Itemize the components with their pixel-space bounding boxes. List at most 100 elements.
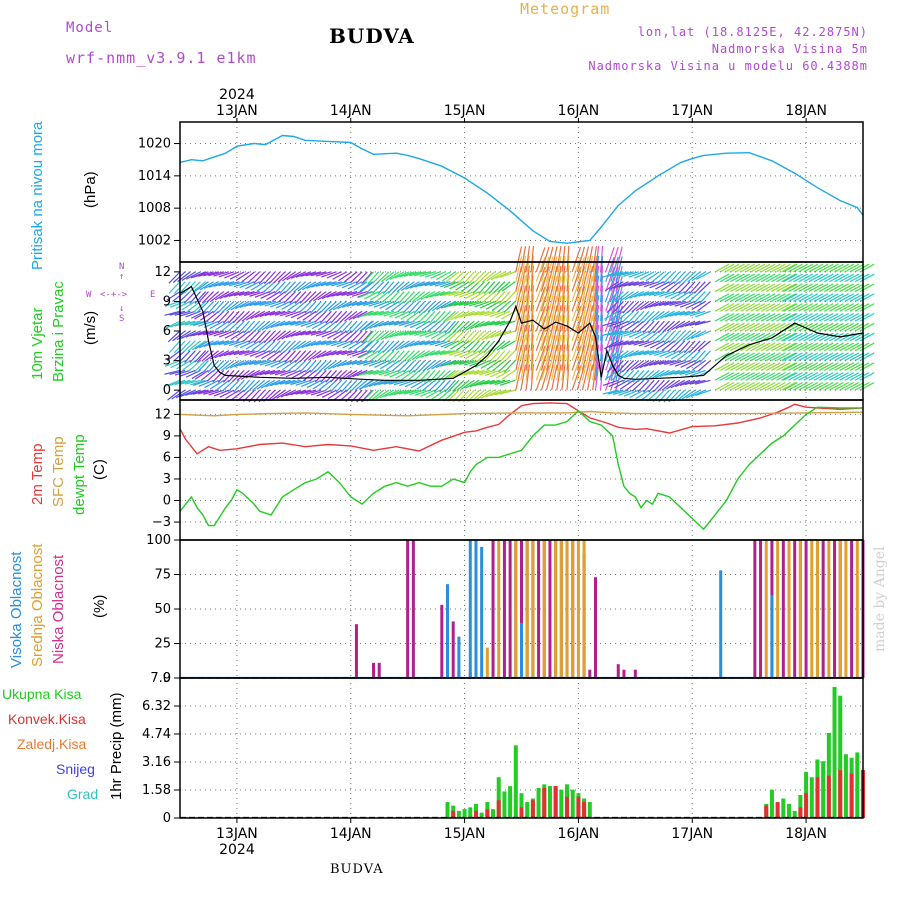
wind-vector <box>750 263 766 273</box>
wind-vector <box>444 340 460 349</box>
total_precip-bar <box>468 807 473 818</box>
wind-vector <box>448 290 465 297</box>
sfc-axis-label: SFC Temp <box>50 436 67 507</box>
wind-vector <box>495 310 511 319</box>
wind-vector <box>194 340 209 350</box>
wind-vector <box>849 303 865 312</box>
wind-vector <box>239 281 255 289</box>
cloud-ytick-label: 0 <box>163 671 171 686</box>
wind-vector <box>368 310 384 316</box>
wind-vector <box>724 312 740 322</box>
wind-vector <box>280 389 296 398</box>
wind-vector <box>714 352 730 362</box>
wind-vector <box>714 342 730 352</box>
wind-vector <box>290 379 306 386</box>
wind-vector <box>452 320 465 334</box>
wind-vector <box>612 271 629 277</box>
wind-vector <box>465 350 480 360</box>
wind-vector <box>484 379 501 385</box>
wind-vector <box>750 293 766 302</box>
wind-vector <box>576 286 586 312</box>
wind-vector <box>434 340 451 347</box>
wind-vector <box>730 342 745 352</box>
footer-location: BUDVA <box>330 862 384 877</box>
total_precip-bar <box>855 752 860 818</box>
low_cloud-bar <box>406 540 410 678</box>
wind-vector <box>338 330 353 342</box>
conv_precip-bar <box>553 786 558 818</box>
wind-vector <box>540 266 550 292</box>
wind-vector <box>783 352 798 362</box>
wind-vector <box>859 332 875 342</box>
wind-vector <box>469 379 485 388</box>
wind-vector <box>628 350 645 357</box>
wind-vector <box>576 276 586 302</box>
wind-vector <box>394 271 410 279</box>
wind-vector <box>367 340 380 353</box>
wind-vector <box>813 273 829 283</box>
wind-vector <box>854 312 870 322</box>
wind-vector <box>321 389 337 398</box>
wind-vector <box>652 379 665 393</box>
wind-vector <box>849 381 865 391</box>
wind-vector <box>760 352 776 362</box>
wind-vector <box>376 350 390 362</box>
wind-vector <box>824 312 839 322</box>
wind-vector <box>724 381 740 391</box>
low_cloud-bar <box>793 540 797 678</box>
wind-vector <box>499 389 516 395</box>
wind-vector <box>724 273 740 283</box>
wind-vector <box>415 350 431 360</box>
wind-vector <box>304 301 317 314</box>
wind-vector <box>240 369 255 380</box>
wind-vector <box>434 281 451 287</box>
wind-vector <box>198 340 214 349</box>
wind-vector <box>680 320 696 328</box>
wind-vector <box>188 360 201 372</box>
wind-vector <box>561 314 566 341</box>
wind-vector <box>691 271 706 282</box>
wind-vector <box>612 330 629 336</box>
wind-vector <box>714 372 730 381</box>
wind-vector <box>630 360 645 371</box>
wind-vector <box>798 263 814 273</box>
wind-vector <box>714 263 730 273</box>
high_cloud-bar <box>446 584 450 678</box>
wind-vector <box>730 372 745 381</box>
wind-vector <box>818 362 834 371</box>
wind-vector <box>173 281 186 295</box>
wind-vector <box>499 330 516 337</box>
wind-vector <box>545 295 554 322</box>
wind-vector <box>594 324 600 351</box>
wind-vector <box>420 389 436 397</box>
wind-vector <box>164 300 181 307</box>
low_cloud-bar <box>838 540 842 678</box>
low_cloud-bar <box>440 604 444 678</box>
wind-vector <box>429 281 446 287</box>
wind-compass-icon: N ↑ W <-+-> E ↓ S <box>83 262 163 326</box>
wind-vector <box>683 281 696 294</box>
wind-vector <box>594 314 600 341</box>
wind-vector <box>755 352 771 362</box>
wind-vector <box>354 340 368 351</box>
wind-vector <box>745 372 761 381</box>
wind-vector <box>730 362 745 371</box>
wind-vector <box>329 320 343 333</box>
wind-vector <box>358 369 374 376</box>
wind-vector <box>242 330 255 343</box>
wind-vector <box>628 330 645 338</box>
wind-vector <box>364 379 379 389</box>
wind-vector <box>426 360 441 371</box>
wind-vector <box>180 389 196 397</box>
wind-vector <box>556 255 562 282</box>
wind-vector <box>649 281 665 289</box>
wind-vector <box>494 330 511 338</box>
wind-vector <box>374 360 390 369</box>
wind-vector <box>409 340 425 347</box>
wind-vector <box>456 379 470 391</box>
wind-vector <box>849 362 865 371</box>
wind-vector <box>525 265 531 292</box>
wind-vector <box>561 295 566 322</box>
wind-vector <box>688 340 701 353</box>
low_cloud-bar <box>804 540 808 678</box>
